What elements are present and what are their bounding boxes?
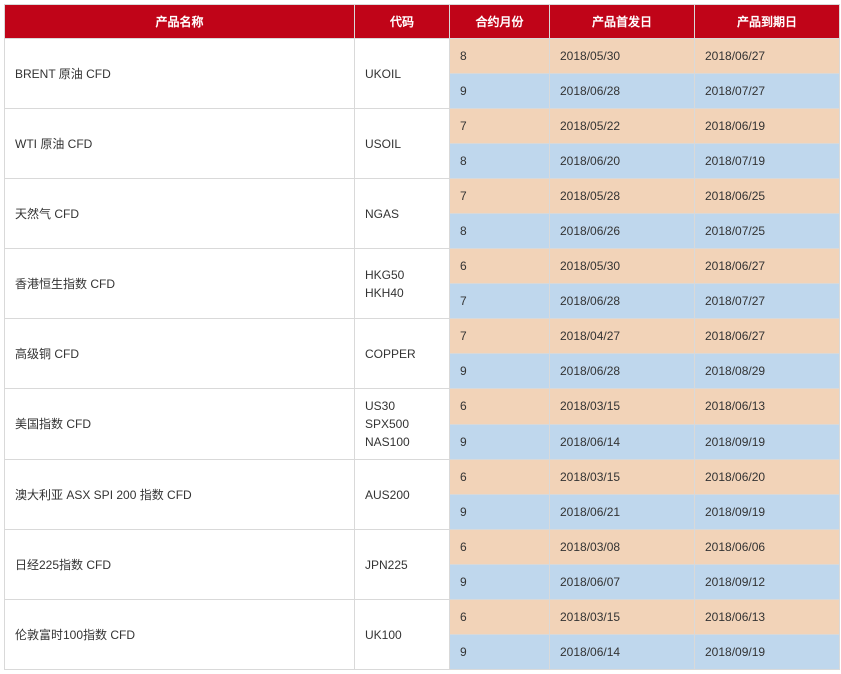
end-date-cell: 2018/09/19 [695,495,840,530]
product-name-cell: BRENT 原油 CFD [5,39,355,109]
contract-month-cell: 9 [450,495,550,530]
table-header-row: 产品名称 代码 合约月份 产品首发日 产品到期日 [5,5,840,39]
start-date-cell: 2018/03/15 [550,600,695,635]
end-date-cell: 2018/06/20 [695,460,840,495]
start-date-cell: 2018/06/07 [550,565,695,600]
product-code-cell: COPPER [355,319,450,389]
start-date-cell: 2018/03/08 [550,530,695,565]
end-date-cell: 2018/07/19 [695,144,840,179]
header-name: 产品名称 [5,5,355,39]
end-date-cell: 2018/09/12 [695,565,840,600]
product-code-cell: HKG50HKH40 [355,249,450,319]
end-date-cell: 2018/06/13 [695,389,840,425]
product-name-cell: 天然气 CFD [5,179,355,249]
contract-month-cell: 6 [450,530,550,565]
end-date-cell: 2018/09/19 [695,424,840,460]
contract-month-cell: 6 [450,600,550,635]
table-row: 美国指数 CFDUS30SPX500NAS10062018/03/152018/… [5,389,840,425]
contract-month-cell: 7 [450,179,550,214]
end-date-cell: 2018/06/27 [695,319,840,354]
contract-month-cell: 7 [450,319,550,354]
start-date-cell: 2018/05/28 [550,179,695,214]
contract-month-cell: 9 [450,424,550,460]
start-date-cell: 2018/03/15 [550,460,695,495]
product-code-cell: JPN225 [355,530,450,600]
start-date-cell: 2018/06/28 [550,284,695,319]
contract-month-cell: 9 [450,354,550,389]
product-name-cell: 美国指数 CFD [5,389,355,460]
start-date-cell: 2018/05/30 [550,249,695,284]
product-name-cell: 澳大利亚 ASX SPI 200 指数 CFD [5,460,355,530]
product-name-cell: 伦敦富时100指数 CFD [5,600,355,670]
table-row: 伦敦富时100指数 CFDUK10062018/03/152018/06/13 [5,600,840,635]
contract-month-cell: 8 [450,39,550,74]
start-date-cell: 2018/05/22 [550,109,695,144]
product-name-cell: 高级铜 CFD [5,319,355,389]
end-date-cell: 2018/07/25 [695,214,840,249]
contract-month-cell: 7 [450,109,550,144]
start-date-cell: 2018/06/28 [550,354,695,389]
table-row: 天然气 CFDNGAS72018/05/282018/06/25 [5,179,840,214]
contract-month-cell: 9 [450,635,550,670]
contract-month-cell: 8 [450,144,550,179]
product-code-cell: UKOIL [355,39,450,109]
end-date-cell: 2018/08/29 [695,354,840,389]
product-name-cell: WTI 原油 CFD [5,109,355,179]
product-code-cell: AUS200 [355,460,450,530]
start-date-cell: 2018/06/14 [550,635,695,670]
start-date-cell: 2018/06/21 [550,495,695,530]
start-date-cell: 2018/03/15 [550,389,695,425]
header-month: 合约月份 [450,5,550,39]
end-date-cell: 2018/09/19 [695,635,840,670]
contract-month-cell: 6 [450,389,550,425]
contract-month-cell: 9 [450,74,550,109]
product-code-cell: USOIL [355,109,450,179]
header-code: 代码 [355,5,450,39]
start-date-cell: 2018/05/30 [550,39,695,74]
product-name-cell: 日经225指数 CFD [5,530,355,600]
table-row: 日经225指数 CFDJPN22562018/03/082018/06/06 [5,530,840,565]
table-row: 香港恒生指数 CFDHKG50HKH4062018/05/302018/06/2… [5,249,840,284]
end-date-cell: 2018/07/27 [695,74,840,109]
start-date-cell: 2018/06/28 [550,74,695,109]
contract-month-cell: 6 [450,460,550,495]
header-start: 产品首发日 [550,5,695,39]
start-date-cell: 2018/06/14 [550,424,695,460]
end-date-cell: 2018/06/27 [695,39,840,74]
table-row: WTI 原油 CFDUSOIL72018/05/222018/06/19 [5,109,840,144]
end-date-cell: 2018/06/13 [695,600,840,635]
start-date-cell: 2018/04/27 [550,319,695,354]
end-date-cell: 2018/06/27 [695,249,840,284]
table-row: 澳大利亚 ASX SPI 200 指数 CFDAUS20062018/03/15… [5,460,840,495]
table-row: BRENT 原油 CFDUKOIL82018/05/302018/06/27 [5,39,840,74]
product-name-cell: 香港恒生指数 CFD [5,249,355,319]
product-code-cell: NGAS [355,179,450,249]
end-date-cell: 2018/07/27 [695,284,840,319]
header-end: 产品到期日 [695,5,840,39]
end-date-cell: 2018/06/06 [695,530,840,565]
contract-month-cell: 9 [450,565,550,600]
contract-month-cell: 8 [450,214,550,249]
start-date-cell: 2018/06/26 [550,214,695,249]
end-date-cell: 2018/06/19 [695,109,840,144]
start-date-cell: 2018/06/20 [550,144,695,179]
product-contract-table: 产品名称 代码 合约月份 产品首发日 产品到期日 BRENT 原油 CFDUKO… [4,4,840,670]
contract-month-cell: 7 [450,284,550,319]
product-code-cell: US30SPX500NAS100 [355,389,450,460]
product-code-cell: UK100 [355,600,450,670]
table-row: 高级铜 CFDCOPPER72018/04/272018/06/27 [5,319,840,354]
contract-month-cell: 6 [450,249,550,284]
end-date-cell: 2018/06/25 [695,179,840,214]
